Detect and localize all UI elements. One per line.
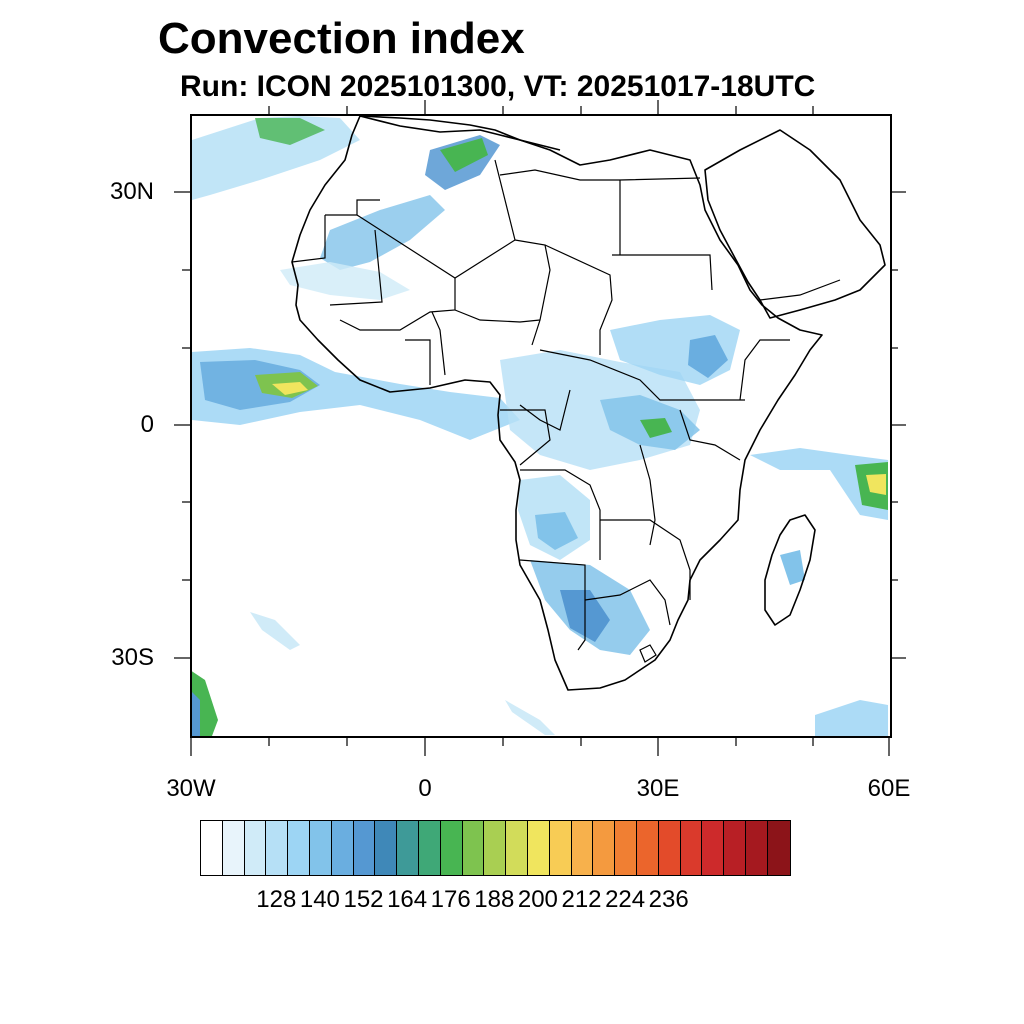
colorbar (200, 820, 791, 876)
convection-ethiopia-core (688, 335, 728, 378)
africa-coastline (291, 115, 823, 691)
colorbar-cell (244, 821, 267, 875)
convection-sahel (280, 262, 410, 300)
border-21 (584, 579, 671, 626)
border-12 (431, 311, 446, 376)
colorbar-cell (636, 821, 659, 875)
colorbar-cell (549, 821, 572, 875)
colorbar-cell (418, 821, 441, 875)
border-5 (339, 278, 456, 331)
convection-indian-ocean (750, 448, 888, 520)
colorbar-label: 152 (343, 886, 384, 913)
colorbar-label: 176 (430, 886, 471, 913)
x-label-30w: 30W (166, 775, 216, 802)
border-22 (639, 644, 657, 663)
colorbar-cell (680, 821, 703, 875)
colorbar-cell (288, 821, 310, 875)
border-25 (759, 279, 841, 301)
colorbar-cell (397, 821, 419, 875)
colorbar-cell (767, 821, 790, 875)
convection-madagascar (780, 550, 805, 585)
colorbar-cell (353, 821, 376, 875)
coastlines (291, 115, 886, 691)
colorbar-cell (309, 821, 332, 875)
colorbar-cell (266, 821, 289, 875)
border-14 (539, 349, 745, 401)
x-label-60e: 60E (867, 775, 911, 802)
colorbar-cell (201, 821, 223, 875)
border-20 (519, 559, 586, 651)
colorbar-cell (527, 821, 550, 875)
colorbar-cell (484, 821, 507, 875)
x-label-0: 0 (418, 775, 432, 802)
y-label-0: 0 (140, 411, 154, 438)
colorbar-label: 224 (605, 886, 646, 913)
convection-north-green (255, 118, 325, 145)
border-1 (325, 199, 380, 216)
chart-subtitle: Run: ICON 2025101300, VT: 20251017-18UTC (180, 70, 816, 103)
convection-great-lakes-core (640, 418, 672, 438)
border-24 (679, 409, 741, 461)
country-borders (291, 159, 841, 663)
colorbar-label: 188 (474, 886, 515, 913)
border-7 (544, 244, 613, 355)
colorbar-cell (571, 821, 594, 875)
convection-north-atlantic (192, 116, 360, 200)
y-label-30s: 30S (111, 644, 154, 671)
colorbar-cell (724, 821, 746, 875)
convection-algeria-green (440, 138, 488, 172)
border-4 (329, 229, 383, 306)
colorbar-label: 140 (299, 886, 340, 913)
colorbar-cell (593, 821, 616, 875)
colorbar-cell (375, 821, 398, 875)
border-16 (500, 409, 551, 466)
map-area (190, 114, 890, 736)
colorbar-labels: 128 140 152 164 176 188 200 212 224 236 (0, 886, 1024, 920)
arabia-coastline (704, 129, 886, 319)
border-13 (405, 339, 431, 385)
border-8 (612, 254, 713, 291)
convection-indian-yellow (866, 474, 886, 495)
colorbar-label: 212 (561, 886, 602, 913)
madagascar-coastline (764, 514, 816, 626)
border-17 (520, 469, 601, 560)
convection-sahara (320, 195, 445, 270)
convection-atlantic-yellow (272, 382, 308, 395)
border-3 (356, 159, 516, 279)
border-15 (519, 389, 571, 431)
border-6 (514, 239, 551, 346)
convection-angola-core (535, 512, 578, 550)
border-11 (454, 309, 541, 323)
convection-sw-corner-edge (190, 690, 200, 736)
colorbar-label: 236 (648, 886, 689, 913)
border-23 (739, 339, 790, 401)
chart-title: Convection index (158, 14, 525, 63)
convection-se-corner (815, 700, 888, 736)
mediterranean-coast (359, 115, 561, 151)
colorbar-cell (331, 821, 354, 875)
colorbar-cell (745, 821, 768, 875)
colorbar-cell (462, 821, 485, 875)
colorbar-cell (222, 821, 245, 875)
colorbar-cell (440, 821, 463, 875)
convection-streak (505, 700, 555, 735)
border-10 (499, 169, 701, 181)
colorbar-cell (702, 821, 725, 875)
convection-south-atlantic (250, 612, 300, 650)
colorbar-label: 200 (517, 886, 558, 913)
map-svg (190, 115, 888, 736)
x-label-30e: 30E (636, 775, 680, 802)
colorbar-label: 128 (256, 886, 297, 913)
border-19 (600, 519, 691, 600)
border-2 (291, 215, 326, 263)
colorbar-cell (658, 821, 681, 875)
border-18 (639, 444, 656, 546)
y-label-30n: 30N (109, 178, 154, 205)
colorbar-cell (615, 821, 637, 875)
colorbar-label: 164 (387, 886, 428, 913)
colorbar-cell (506, 821, 528, 875)
convection-field (190, 116, 888, 736)
